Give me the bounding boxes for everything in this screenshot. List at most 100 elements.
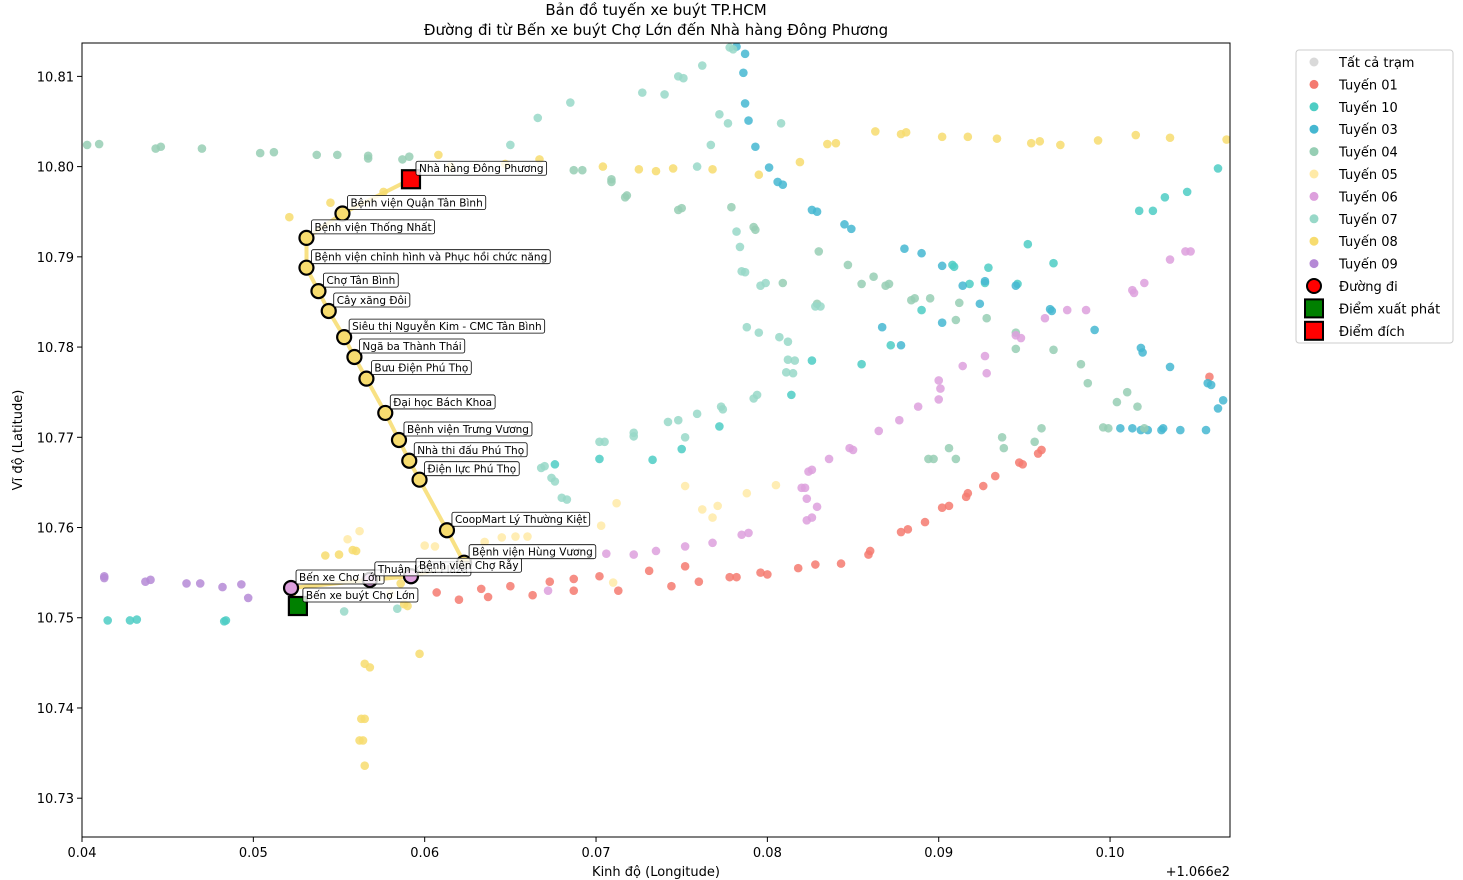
route-stop-marker bbox=[411, 471, 428, 488]
station-point bbox=[761, 278, 770, 288]
station-point bbox=[365, 663, 375, 672]
plot-frame bbox=[81, 42, 1231, 838]
legend-label: Tất cả trạm bbox=[1338, 56, 1414, 71]
legend-marker bbox=[1309, 169, 1319, 179]
station-point bbox=[754, 170, 764, 180]
station-point bbox=[997, 432, 1007, 442]
station-point bbox=[708, 165, 717, 174]
station-point bbox=[321, 551, 330, 560]
station-point bbox=[1165, 255, 1175, 264]
station-point bbox=[694, 577, 704, 586]
legend-label: Tuyến 03 bbox=[1338, 123, 1398, 138]
legend-label: Điểm xuất phát bbox=[1339, 302, 1440, 317]
y-tick-label: 10.73 bbox=[37, 792, 74, 807]
station-point bbox=[692, 162, 702, 171]
station-point bbox=[925, 294, 935, 303]
station-point bbox=[744, 116, 753, 125]
station-point bbox=[944, 443, 954, 453]
station-point bbox=[511, 532, 520, 541]
route-stop-label: Bệnh viện Chợ Rẫy bbox=[419, 559, 519, 572]
station-point bbox=[992, 134, 1002, 143]
station-point bbox=[886, 340, 896, 350]
route-label-group: Bệnh viện Hùng Vương bbox=[468, 544, 597, 560]
legend-marker bbox=[1304, 320, 1324, 341]
station-point bbox=[723, 119, 733, 128]
station-point bbox=[566, 98, 575, 107]
route-label-group: Siêu thị Nguyễn Kim - CMC Tân Bình bbox=[348, 318, 546, 334]
station-point bbox=[550, 477, 560, 486]
station-point bbox=[285, 212, 294, 222]
station-point bbox=[713, 501, 722, 511]
route-label-group: Bệnh viện chỉnh hình và Phục hồi chức nă… bbox=[311, 249, 551, 265]
station-point bbox=[937, 318, 947, 328]
legend-label: Tuyến 01 bbox=[1338, 78, 1398, 93]
route-stop-label: CoopMart Lý Thường Kiệt bbox=[455, 514, 587, 526]
x-tick-label: 0.06 bbox=[410, 846, 439, 861]
station-point bbox=[404, 152, 414, 161]
station-point bbox=[454, 595, 464, 605]
x-tick-label: 0.09 bbox=[924, 846, 953, 861]
station-point bbox=[634, 165, 644, 174]
route-label-group: CoopMart Lý Thường Kiệt bbox=[451, 511, 591, 527]
station-point bbox=[343, 534, 352, 544]
station-point bbox=[958, 281, 968, 291]
legend-label: Tuyến 07 bbox=[1338, 213, 1398, 228]
station-point bbox=[781, 368, 791, 377]
station-point bbox=[182, 579, 191, 588]
station-point bbox=[836, 559, 846, 568]
station-point bbox=[963, 132, 973, 142]
station-point bbox=[793, 563, 803, 573]
route-label-group: Bến xe Chợ Lớn bbox=[295, 569, 385, 585]
station-point bbox=[1182, 187, 1192, 197]
station-point bbox=[156, 142, 166, 152]
station-point bbox=[790, 356, 800, 365]
route-label-group: Nhà thi đấu Phú Thọ bbox=[413, 442, 528, 458]
station-point bbox=[1148, 206, 1158, 216]
station-point bbox=[1030, 437, 1039, 447]
station-point bbox=[877, 322, 887, 332]
y-tick-label: 10.80 bbox=[37, 161, 74, 176]
station-point bbox=[1140, 423, 1149, 433]
route-stop-marker bbox=[320, 302, 337, 320]
station-point bbox=[727, 202, 736, 212]
station-point bbox=[677, 203, 687, 213]
station-point bbox=[622, 191, 632, 200]
route-stop-label: Đại học Bách Khoa bbox=[393, 397, 492, 409]
route-stop-marker bbox=[298, 259, 315, 276]
station-point bbox=[1056, 140, 1065, 150]
station-point bbox=[812, 502, 822, 512]
station-point bbox=[1112, 397, 1122, 407]
route-stop-label: Ngã ba Thành Thái bbox=[362, 341, 461, 353]
station-point bbox=[523, 532, 532, 541]
route-stop-marker bbox=[438, 522, 456, 539]
station-point bbox=[651, 166, 661, 176]
route-stop-label: Nhà thi đấu Phú Thọ bbox=[417, 445, 524, 457]
station-point bbox=[848, 445, 858, 455]
legend-frame bbox=[1295, 49, 1454, 344]
station-point bbox=[951, 454, 961, 464]
station-point bbox=[1213, 164, 1223, 173]
station-point bbox=[917, 248, 926, 258]
station-point bbox=[1062, 305, 1072, 315]
station-point bbox=[1023, 239, 1033, 249]
legend-label: Tuyến 10 bbox=[1338, 101, 1398, 116]
route-label-group: Cây xăng Đôi bbox=[333, 292, 411, 308]
station-point bbox=[1160, 192, 1170, 202]
route-stop-label: Bệnh viện Trưng Vương bbox=[407, 424, 529, 436]
route-label-group: Nhà hàng Đông Phương bbox=[415, 160, 548, 176]
legend-marker bbox=[1309, 124, 1319, 134]
station-point bbox=[937, 503, 947, 512]
route-stop-label: Bệnh viện Quận Tân Bình bbox=[350, 198, 482, 210]
station-point bbox=[420, 541, 429, 550]
station-point bbox=[480, 537, 489, 547]
station-point bbox=[1138, 348, 1147, 357]
station-point bbox=[1035, 137, 1045, 146]
station-point bbox=[742, 488, 752, 498]
station-point bbox=[1128, 423, 1137, 433]
station-point bbox=[351, 546, 361, 556]
station-point bbox=[900, 244, 909, 254]
station-point bbox=[1090, 325, 1099, 335]
y-axis: 10.73 10.74 10.75 10.76 10.77 10.78 10.79 10.80… bbox=[37, 70, 82, 807]
station-point bbox=[737, 530, 746, 540]
